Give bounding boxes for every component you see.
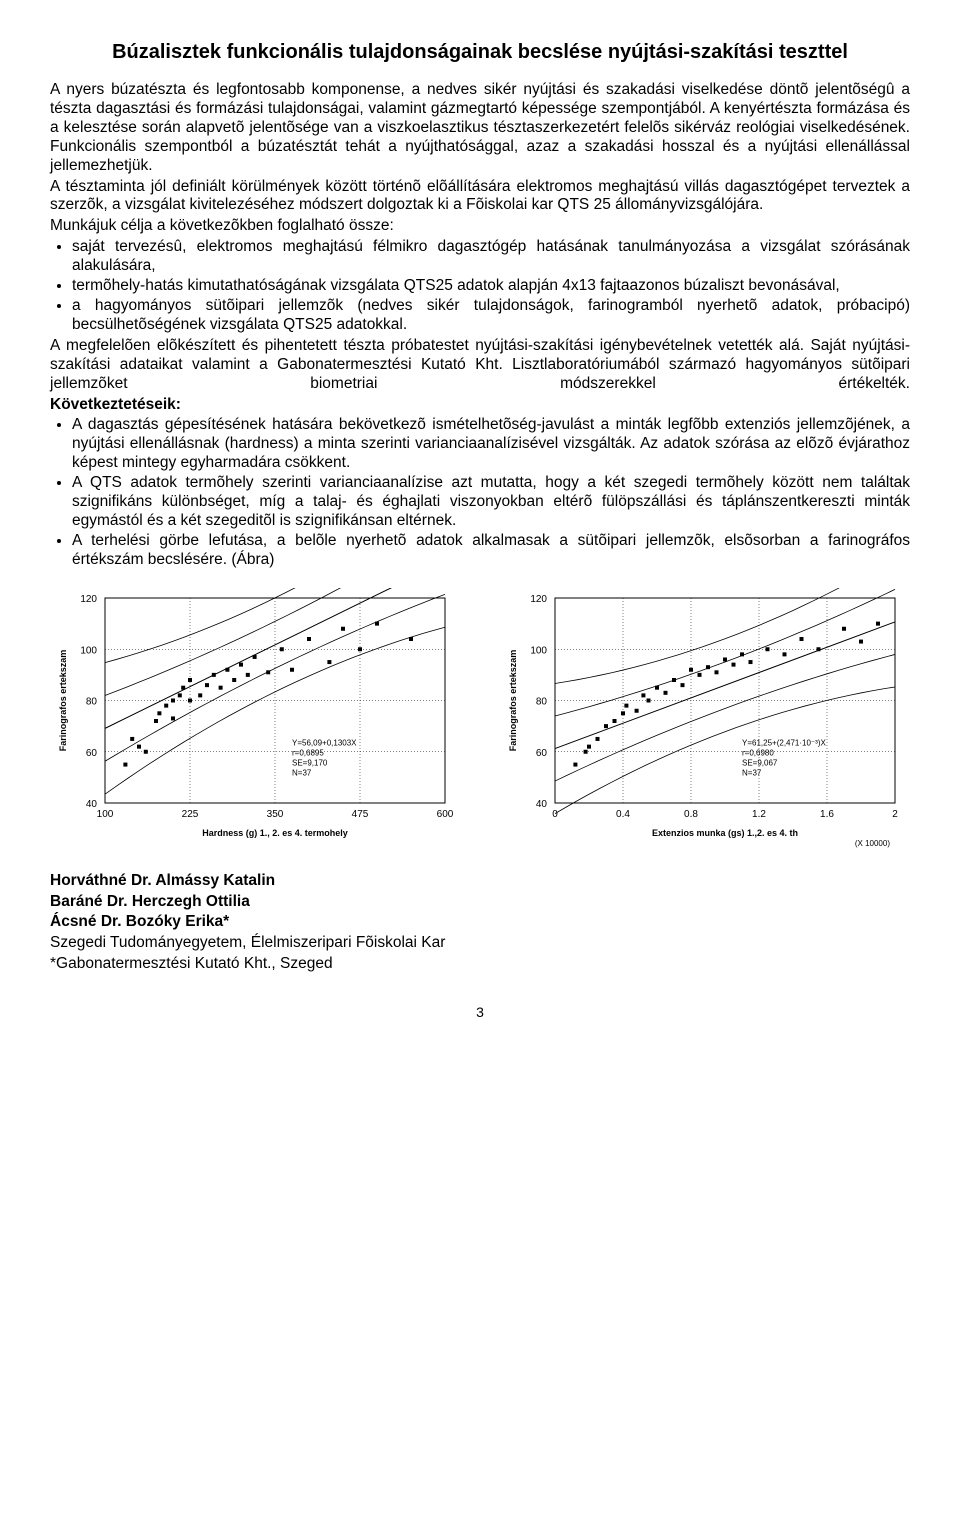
- paragraph-3: Munkájuk célja a következõkben foglalhat…: [50, 217, 910, 236]
- svg-text:N=37: N=37: [292, 768, 312, 777]
- svg-text:SE=9,170: SE=9,170: [292, 758, 328, 767]
- affiliation-2: *Gabonatermesztési Kutató Kht., Szeged: [50, 955, 910, 974]
- svg-text:Hardness (g) 1., 2. es 4. term: Hardness (g) 1., 2. es 4. termohely: [202, 828, 348, 838]
- charts-row: 100225350475600406080100120Farinografos …: [50, 588, 910, 848]
- paragraph-1: A nyers búzatészta és legfontosabb kompo…: [50, 81, 910, 176]
- paragraph-4: A megfelelõen elõkészített és pihentetet…: [50, 337, 910, 394]
- svg-text:350: 350: [267, 809, 284, 820]
- bullet-item: saját tervezésû, elektromos meghajtású f…: [72, 238, 910, 276]
- svg-text:100: 100: [80, 645, 97, 656]
- svg-text:SE=9,067: SE=9,067: [742, 758, 778, 767]
- conclusions-heading: Következtetéseik:: [50, 396, 910, 415]
- svg-text:120: 120: [530, 594, 547, 605]
- bullet-item: A dagasztás gépesítésének hatására beköv…: [72, 416, 910, 473]
- svg-text:600: 600: [437, 809, 454, 820]
- bullet-item: A QTS adatok termõhely szerinti varianci…: [72, 474, 910, 531]
- page-number: 3: [50, 1004, 910, 1021]
- svg-text:80: 80: [536, 696, 548, 707]
- svg-text:1.2: 1.2: [752, 809, 766, 820]
- svg-text:Y=56,09+0,1303X: Y=56,09+0,1303X: [292, 738, 357, 747]
- author-1: Horváthné Dr. Almássy Katalin: [50, 872, 910, 891]
- svg-text:60: 60: [86, 747, 98, 758]
- svg-text:0.8: 0.8: [684, 809, 698, 820]
- affiliation-1: Szegedi Tudományegyetem, Élelmiszeripari…: [50, 934, 910, 953]
- paragraph-2: A tésztaminta jól definiált körülmények …: [50, 178, 910, 216]
- bullet-item: a hagyományos sütõipari jellemzõk (nedve…: [72, 297, 910, 335]
- svg-text:120: 120: [80, 594, 97, 605]
- bullet-item: termõhely-hatás kimutathatóságának vizsg…: [72, 277, 910, 296]
- svg-text:1.6: 1.6: [820, 809, 834, 820]
- bullet-item: A terhelési görbe lefutása, a belõle nye…: [72, 532, 910, 570]
- svg-text:100: 100: [530, 645, 547, 656]
- svg-text:100: 100: [97, 809, 114, 820]
- svg-text:225: 225: [182, 809, 199, 820]
- svg-text:r=0,6895: r=0,6895: [292, 748, 324, 757]
- svg-text:Farinografos ertekszam: Farinografos ertekszam: [508, 649, 518, 751]
- svg-text:Y=61,25+(2,471·10⁻³)X: Y=61,25+(2,471·10⁻³)X: [742, 738, 826, 747]
- author-3: Ácsné Dr. Bozóky Erika*: [50, 913, 910, 932]
- bullet-list-2: A dagasztás gépesítésének hatására beköv…: [50, 416, 910, 569]
- chart-right: 0 0.4 0.8 1.2 1.6 2 40 60 80 100 120 Farinografos e…: [500, 588, 910, 848]
- page-title: Búzalisztek funkcionális tulajdonságaina…: [50, 40, 910, 65]
- authors-block: Horváthné Dr. Almássy Katalin Baráné Dr.…: [50, 872, 910, 975]
- svg-text:40: 40: [536, 799, 548, 810]
- author-2: Baráné Dr. Herczegh Ottilia: [50, 893, 910, 912]
- svg-text:0.4: 0.4: [616, 809, 630, 820]
- svg-text:475: 475: [352, 809, 369, 820]
- svg-text:Farinografos ertekszam: Farinografos ertekszam: [58, 649, 68, 751]
- svg-text:40: 40: [86, 799, 98, 810]
- svg-text:(X 10000): (X 10000): [855, 839, 890, 848]
- chart-left: 100 225 350 475 600 40 60 80 100 120 Farinografos …: [50, 588, 460, 848]
- svg-text:0: 0: [552, 809, 558, 820]
- svg-text:Extenzios munka (gs) 1.,2. es: Extenzios munka (gs) 1.,2. es 4. th: [652, 828, 798, 838]
- svg-text:2: 2: [892, 809, 898, 820]
- svg-text:80: 80: [86, 696, 98, 707]
- bullet-list-1: saját tervezésû, elektromos meghajtású f…: [50, 238, 910, 335]
- svg-text:r=0,6980: r=0,6980: [742, 748, 774, 757]
- svg-text:N=37: N=37: [742, 768, 762, 777]
- svg-text:60: 60: [536, 747, 548, 758]
